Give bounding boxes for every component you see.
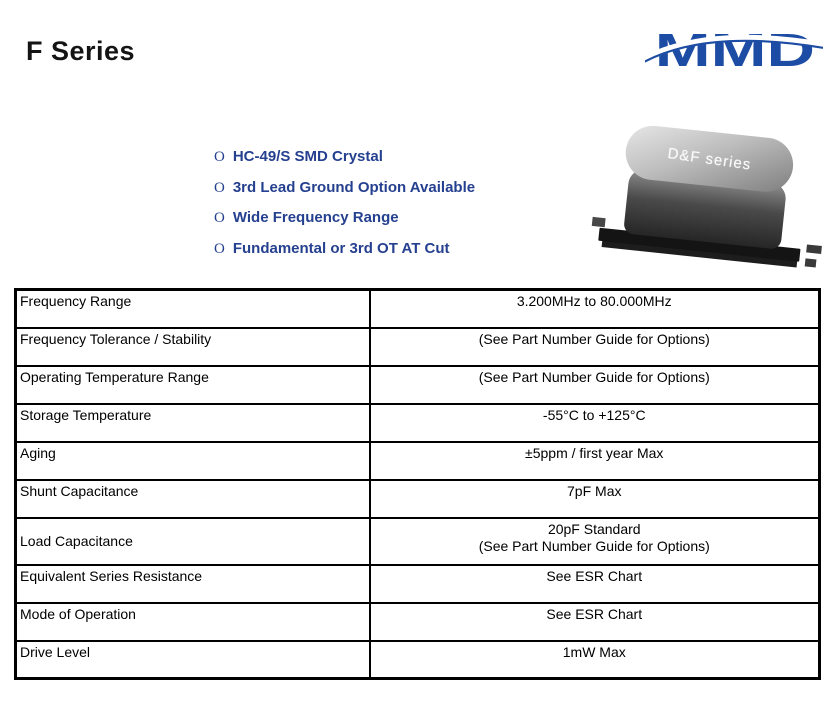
logo-swoosh-line — [645, 39, 823, 63]
mmd-logo-text: MMD — [655, 24, 815, 76]
table-row: Frequency Range 3.200MHz to 80.000MHz — [14, 288, 821, 329]
mmd-logo: MMD — [645, 18, 823, 80]
table-row: Equivalent Series Resistance See ESR Cha… — [14, 563, 821, 604]
table-row: Operating Temperature Range (See Part Nu… — [14, 364, 821, 405]
table-row: Aging ±5ppm / first year Max — [14, 440, 821, 481]
parameter-cell: Drive Level — [14, 639, 371, 680]
feature-item: O Fundamental or 3rd OT AT Cut — [214, 240, 475, 271]
parameter-cell: Storage Temperature — [14, 402, 371, 443]
bullet-icon: O — [214, 149, 225, 165]
parameter-cell: Equivalent Series Resistance — [14, 563, 371, 604]
bullet-icon: O — [214, 240, 225, 257]
crystal-package-illustration: D&F series — [590, 119, 828, 284]
feature-item-label: Fundamental or 3rd OT AT Cut — [232, 239, 450, 257]
table-row: Storage Temperature -55°C to +125°C — [14, 402, 821, 443]
feature-item: O Wide Frequency Range — [214, 209, 475, 240]
value-cell: See ESR Chart — [368, 563, 821, 604]
parameter-cell: Mode of Operation — [14, 601, 371, 642]
logo-swoosh-cut — [645, 34, 823, 63]
value-cell: 7pF Max — [368, 478, 821, 519]
value-cell: (See Part Number Guide for Options) — [368, 326, 821, 367]
parameter-cell: Load Capacitance — [14, 516, 371, 566]
parameter-cell: Frequency Tolerance / Stability — [14, 326, 371, 367]
crystal-lead-left — [591, 216, 606, 228]
table-row: Drive Level 1mW Max — [14, 639, 821, 680]
parameter-cell: Operating Temperature Range — [14, 364, 371, 405]
mmd-logo-graphic: MMD — [645, 24, 823, 76]
crystal-series-label: D&F series — [666, 144, 753, 174]
table-row: Mode of Operation See ESR Chart — [14, 601, 821, 642]
spec-table: Frequency Range 3.200MHz to 80.000MHz Fr… — [14, 288, 821, 680]
crystal-lead-right-upper — [806, 244, 822, 255]
value-cell: 3.200MHz to 80.000MHz — [368, 288, 821, 329]
parameter-cell: Aging — [14, 440, 371, 481]
value-cell: -55°C to +125°C — [368, 402, 821, 443]
value-cell: 1mW Max — [368, 639, 821, 680]
table-row: Load Capacitance 20pF Standard (See Part … — [14, 516, 821, 566]
page-title: F Series — [26, 36, 136, 66]
product-photo: D&F series — [591, 123, 822, 272]
parameter-cell: Frequency Range — [14, 288, 371, 329]
crystal-lead-right-lower — [804, 258, 817, 268]
feature-item-label: Wide Frequency Range — [232, 209, 399, 226]
spec-table-body: Frequency Range 3.200MHz to 80.000MHz Fr… — [14, 288, 821, 680]
table-row: Frequency Tolerance / Stability (See Par… — [14, 326, 821, 367]
parameter-cell: Shunt Capacitance — [14, 478, 371, 519]
bullet-icon: O — [214, 179, 225, 196]
bullet-icon: O — [214, 210, 225, 226]
table-row: Shunt Capacitance 7pF Max — [14, 478, 821, 519]
feature-item: O HC-49/S SMD Crystal — [214, 148, 475, 179]
value-cell: ±5ppm / first year Max — [368, 440, 821, 481]
value-cell: (See Part Number Guide for Options) — [368, 364, 821, 405]
value-cell: 20pF Standard (See Part Number Guide for … — [368, 516, 821, 566]
feature-item-label: 3rd Lead Ground Option Available — [232, 178, 476, 196]
value-cell: See ESR Chart — [368, 601, 821, 642]
feature-item: O 3rd Lead Ground Option Available — [214, 179, 475, 210]
feature-item-label: HC-49/S SMD Crystal — [232, 148, 383, 165]
feature-list: O HC-49/S SMD Crystal O 3rd Lead Ground … — [214, 148, 475, 270]
